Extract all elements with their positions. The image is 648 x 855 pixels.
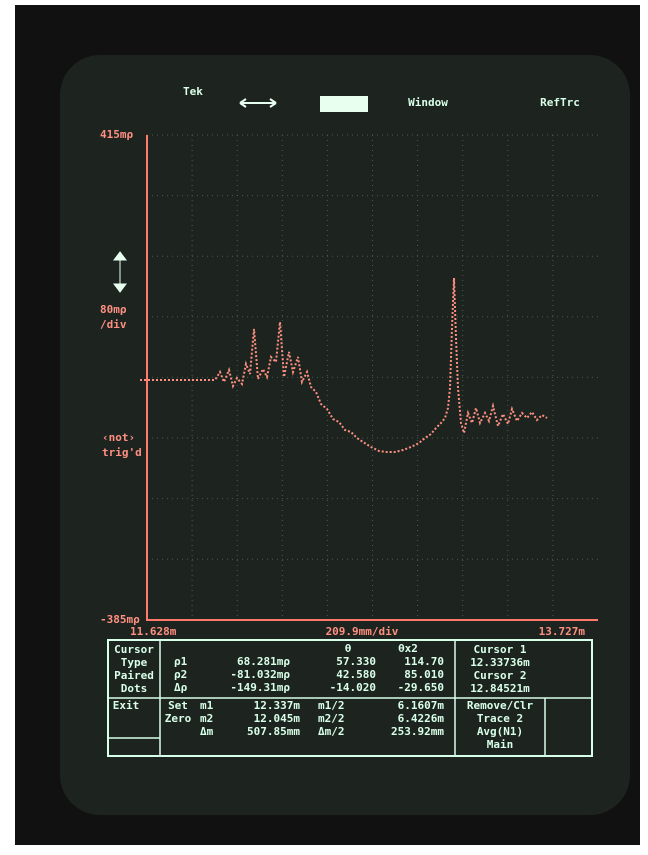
readout-value: 507.85mm [247,725,300,738]
x-left-label: 11.628m [130,625,177,638]
trigger-status: ‹not› [102,431,135,444]
cursor-mode: Dots [121,682,148,695]
pan-icon [239,98,277,108]
row-label: m2 [200,712,213,725]
row-label: m1 [200,699,214,712]
screen [60,55,630,815]
menu-item: Remove/Clr [467,699,534,712]
readout-value: -81.032mρ [230,668,290,681]
position-icon [113,251,127,293]
graticule [147,134,598,620]
button-label: Exit [113,699,140,712]
x-scale: 209.9mm/div [326,625,399,638]
row-label: Δρ [174,681,188,694]
y-bottom-label: -385mρ [100,613,140,626]
readout-value: 42.580 [336,668,376,681]
readout-value: 6.4226m [398,712,445,725]
cursor-mode: Type [121,656,148,669]
x-right-label: 13.727m [539,625,586,638]
readout-value: 12.337m [254,699,301,712]
menu-item: Avg(N1) [477,725,523,738]
readout-value: 6.1607m [398,699,445,712]
row-label: m1/2 [318,699,345,712]
axes [146,135,598,621]
trigger-status: trig'd [102,446,142,459]
readout-value: 12.045m [254,712,301,725]
menu-highlight [320,96,368,112]
menu-item: RefTrc [540,96,580,109]
column-header: θ [345,642,352,655]
readout-value: 114.70 [404,655,444,668]
button-label: Zero [165,712,192,725]
menu-item: Main [487,738,514,751]
row-label: Δm [200,725,214,738]
y-scale: /div [100,318,127,331]
cursor-readout: Cursor 2 [474,669,527,682]
button-label: Set [168,699,188,712]
cursor-readout: Cursor 1 [474,643,527,656]
logo: Tek [183,85,203,98]
row-label: ρ1 [174,655,188,668]
y-top-label: 415mρ [100,128,133,141]
readout-value: -149.31mρ [230,681,290,694]
cursor-readout: 12.33736m [470,656,530,669]
cursor-readout: 12.84521m [470,682,530,695]
readout-value: 57.330 [336,655,376,668]
trace [140,277,548,453]
readout-value: 253.92mm [391,725,444,738]
readout-value: 85.010 [404,668,444,681]
row-label: m2/2 [318,712,345,725]
readout-value: -14.020 [330,681,376,694]
row-label: ρ2 [174,668,187,681]
row-label: Δm/2 [318,725,345,738]
column-header: θx2 [398,642,418,655]
y-scale: 80mρ [100,303,127,316]
readout-value: 68.281mρ [237,655,290,668]
menu-item: Window [408,96,448,109]
menu-item: Trace 2 [477,712,523,725]
cursor-mode: Paired [114,669,154,682]
readout-value: -29.650 [398,681,444,694]
panel-dividers [108,640,592,756]
cursor-mode: Cursor [114,643,154,656]
